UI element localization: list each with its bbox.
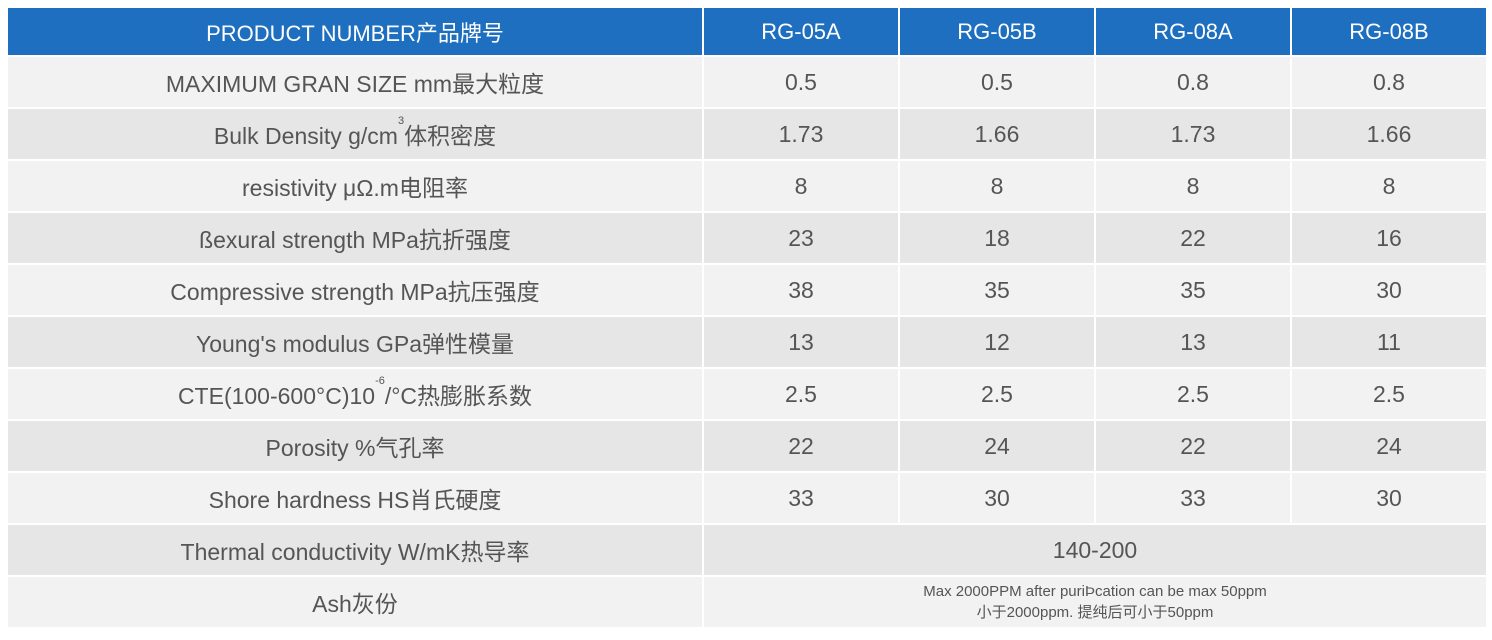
table-row-compressive-strength: Compressive strength MPa抗压强度 38 35 35 30	[8, 265, 1486, 317]
cell-value: 12	[898, 317, 1094, 369]
row-label-chinese: /°C热膨胀系数	[384, 383, 533, 409]
cell-value: 0.8	[1290, 57, 1486, 109]
row-label: CTE(100-600°C)10-6/°C热膨胀系数	[8, 369, 702, 421]
row-label: Bulk Density g/cm3体积密度	[8, 109, 702, 161]
cell-value: 1.66	[1290, 109, 1486, 161]
product-number-header: PRODUCT NUMBER产品牌号	[8, 8, 702, 57]
table-row-youngs-modulus: Young's modulus GPa弹性模量 13 12 13 11	[8, 317, 1486, 369]
cell-value: 0.5	[898, 57, 1094, 109]
cell-value: 33	[702, 473, 898, 525]
row-label: MAXIMUM GRAN SIZE mm最大粒度	[8, 57, 702, 109]
cell-value: 24	[898, 421, 1094, 473]
cell-value: 13	[702, 317, 898, 369]
product-header-rg-05b: RG-05B	[898, 8, 1094, 57]
cell-value: 35	[898, 265, 1094, 317]
cell-value: 2.5	[1290, 369, 1486, 421]
table-row-ash: Ash灰份 Max 2000PPM after puriÞcation can …	[8, 577, 1486, 629]
cell-value: 0.8	[1094, 57, 1290, 109]
ash-chinese-note: 小于2000ppm. 提纯后可小于50ppm	[976, 604, 1214, 621]
table-row-flexural-strength: ßexural strength MPa抗折强度 23 18 22 16	[8, 213, 1486, 265]
cell-value: 2.5	[702, 369, 898, 421]
table-row-resistivity: resistivity μΩ.m电阻率 8 8 8 8	[8, 161, 1486, 213]
row-label-text: Bulk Density g/cm	[213, 123, 398, 149]
cell-value: 8	[1290, 161, 1486, 213]
cell-value: 1.73	[702, 109, 898, 161]
cell-value: 22	[1094, 421, 1290, 473]
cell-value: 8	[702, 161, 898, 213]
row-label: resistivity μΩ.m电阻率	[8, 161, 702, 213]
row-label: ßexural strength MPa抗折强度	[8, 213, 702, 265]
cell-value: 22	[1094, 213, 1290, 265]
table-row-porosity: Porosity %气孔率 22 24 22 24	[8, 421, 1486, 473]
cell-value: 38	[702, 265, 898, 317]
table-row-max-gran-size: MAXIMUM GRAN SIZE mm最大粒度 0.5 0.5 0.8 0.8	[8, 57, 1486, 109]
row-label-chinese: 体积密度	[404, 123, 497, 149]
cell-value: 0.5	[702, 57, 898, 109]
cell-value: 16	[1290, 213, 1486, 265]
row-label-superscript: 3	[397, 115, 405, 127]
cell-value: 35	[1094, 265, 1290, 317]
cell-value: 8	[898, 161, 1094, 213]
table-row-thermal-conductivity: Thermal conductivity W/mK热导率 140-200	[8, 525, 1486, 577]
cell-value: 22	[702, 421, 898, 473]
cell-value: 11	[1290, 317, 1486, 369]
product-header-rg-08b: RG-08B	[1290, 8, 1486, 57]
row-label: Shore hardness HS肖氏硬度	[8, 473, 702, 525]
cell-value-merged: 140-200	[702, 525, 1486, 577]
cell-value: 8	[1094, 161, 1290, 213]
cell-value: 24	[1290, 421, 1486, 473]
row-label: Thermal conductivity W/mK热导率	[8, 525, 702, 577]
cell-value: 30	[1290, 265, 1486, 317]
specification-table: PRODUCT NUMBER产品牌号 RG-05A RG-05B RG-08A …	[8, 8, 1486, 629]
row-label-superscript: -6	[375, 375, 385, 387]
cell-value: 1.73	[1094, 109, 1290, 161]
table-row-bulk-density: Bulk Density g/cm3体积密度 1.73 1.66 1.73 1.…	[8, 109, 1486, 161]
cell-value-merged: Max 2000PPM after puriÞcation can be max…	[702, 577, 1486, 629]
cell-value: 2.5	[898, 369, 1094, 421]
cell-value: 18	[898, 213, 1094, 265]
row-label: Porosity %气孔率	[8, 421, 702, 473]
ash-english-note: Max 2000PPM after puriÞcation can be max…	[923, 583, 1267, 600]
row-label: Young's modulus GPa弹性模量	[8, 317, 702, 369]
header-row: PRODUCT NUMBER产品牌号 RG-05A RG-05B RG-08A …	[8, 8, 1486, 57]
row-label: Compressive strength MPa抗压强度	[8, 265, 702, 317]
product-header-rg-05a: RG-05A	[702, 8, 898, 57]
cell-value: 1.66	[898, 109, 1094, 161]
row-label-text: CTE(100-600°C)10	[177, 383, 376, 409]
cell-value: 23	[702, 213, 898, 265]
table-row-cte: CTE(100-600°C)10-6/°C热膨胀系数 2.5 2.5 2.5 2…	[8, 369, 1486, 421]
cell-value: 30	[1290, 473, 1486, 525]
cell-value: 13	[1094, 317, 1290, 369]
cell-value: 33	[1094, 473, 1290, 525]
cell-value: 30	[898, 473, 1094, 525]
cell-value: 2.5	[1094, 369, 1290, 421]
row-label: Ash灰份	[8, 577, 702, 629]
table-row-shore-hardness: Shore hardness HS肖氏硬度 33 30 33 30	[8, 473, 1486, 525]
product-header-rg-08a: RG-08A	[1094, 8, 1290, 57]
